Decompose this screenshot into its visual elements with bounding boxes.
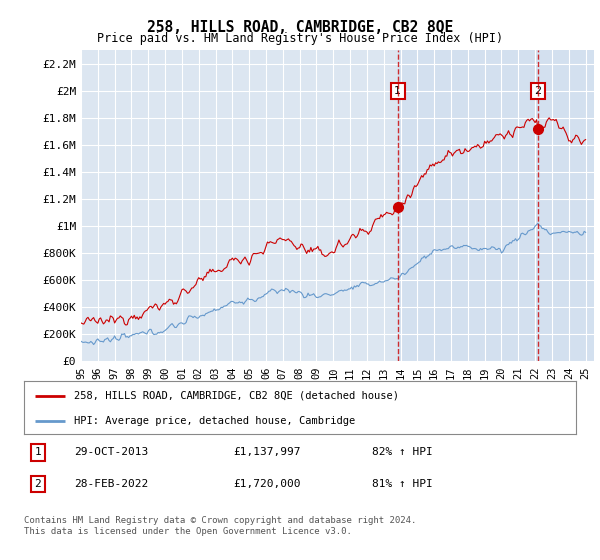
Bar bbox=[398, 50, 594, 361]
Text: £1,720,000: £1,720,000 bbox=[234, 479, 301, 489]
Text: 2: 2 bbox=[534, 86, 541, 96]
Text: 1: 1 bbox=[34, 447, 41, 458]
Text: 82% ↑ HPI: 82% ↑ HPI bbox=[372, 447, 433, 458]
Text: 1: 1 bbox=[394, 86, 401, 96]
Text: 28-FEB-2022: 28-FEB-2022 bbox=[74, 479, 148, 489]
Text: HPI: Average price, detached house, Cambridge: HPI: Average price, detached house, Camb… bbox=[74, 416, 355, 426]
Text: 258, HILLS ROAD, CAMBRIDGE, CB2 8QE (detached house): 258, HILLS ROAD, CAMBRIDGE, CB2 8QE (det… bbox=[74, 391, 398, 401]
Text: 2: 2 bbox=[34, 479, 41, 489]
Text: 258, HILLS ROAD, CAMBRIDGE, CB2 8QE: 258, HILLS ROAD, CAMBRIDGE, CB2 8QE bbox=[147, 20, 453, 35]
Text: Price paid vs. HM Land Registry's House Price Index (HPI): Price paid vs. HM Land Registry's House … bbox=[97, 32, 503, 45]
Text: £1,137,997: £1,137,997 bbox=[234, 447, 301, 458]
Text: 29-OCT-2013: 29-OCT-2013 bbox=[74, 447, 148, 458]
Text: Contains HM Land Registry data © Crown copyright and database right 2024.
This d: Contains HM Land Registry data © Crown c… bbox=[24, 516, 416, 536]
Text: 81% ↑ HPI: 81% ↑ HPI bbox=[372, 479, 433, 489]
